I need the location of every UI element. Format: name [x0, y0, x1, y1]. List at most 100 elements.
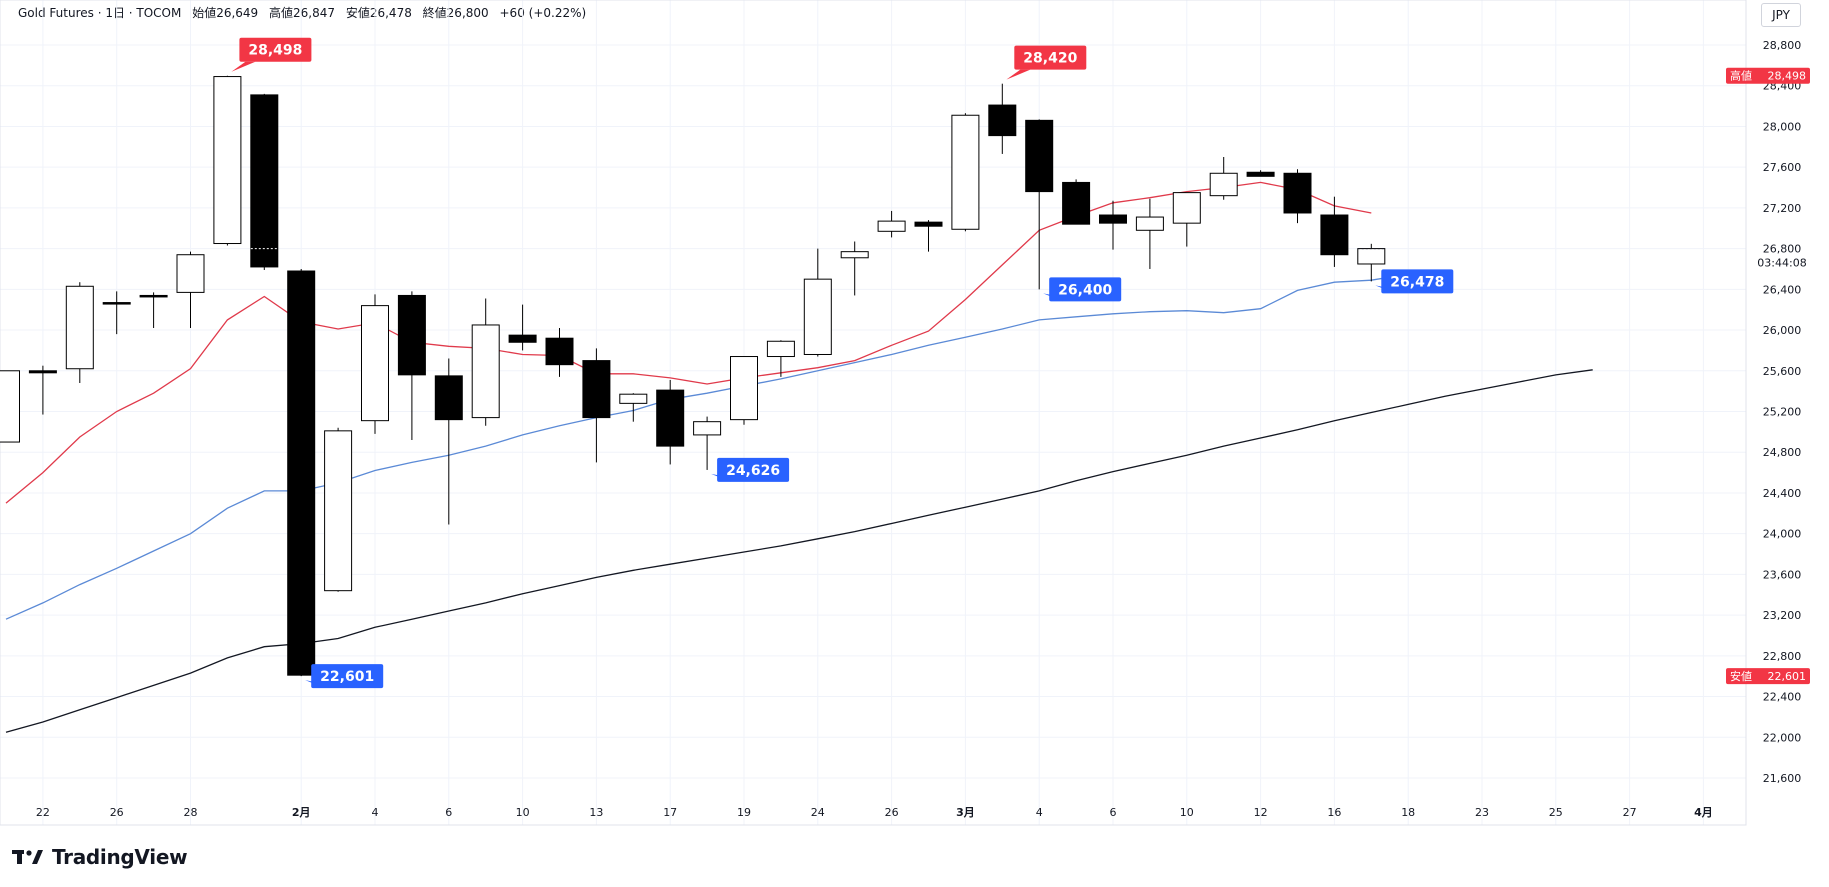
- axis-tag-name: 高値: [1730, 69, 1752, 83]
- candle: [877, 210, 906, 238]
- time-tick-label: 16: [1327, 806, 1341, 819]
- axis-price-tag: 高値 28,498: [1726, 67, 1810, 84]
- candle-body: [951, 114, 980, 230]
- price-callout-low: 26,478: [1375, 269, 1454, 294]
- candle: [914, 220, 943, 252]
- candle-body: [65, 285, 94, 370]
- candle: [1320, 196, 1349, 267]
- ma-long-line: [5, 369, 1593, 733]
- candle-body: [1209, 172, 1238, 197]
- candle-body: [1172, 192, 1201, 224]
- candle-body: [471, 324, 500, 419]
- price-tick-label: 25,600: [1763, 365, 1802, 378]
- time-tick-label: 27: [1623, 806, 1637, 819]
- ohlc-change: +60 (+0.22%): [499, 6, 587, 20]
- candle-body: [1025, 119, 1054, 193]
- callout-box: [1049, 277, 1122, 302]
- candle-body: [250, 94, 279, 268]
- candle-body: [914, 221, 943, 227]
- candle-body: [988, 104, 1017, 137]
- price-tick-label: 24,400: [1763, 487, 1802, 500]
- candle: [693, 416, 722, 470]
- bar-countdown: 03:44:08: [1757, 257, 1806, 270]
- candle: [508, 304, 537, 351]
- time-axis[interactable]: 22 26 28 2月 4 6 10 13 17 19 24 26 3月 4 6 10 12 16 18 23 25 27…: [36, 806, 1713, 819]
- candle: [213, 75, 242, 246]
- time-tick-label: 3月: [956, 806, 975, 819]
- time-tick-label: 23: [1475, 806, 1489, 819]
- candle: [1172, 192, 1201, 247]
- time-tick-label: 19: [737, 806, 751, 819]
- tradingview-logo-icon: [12, 850, 43, 864]
- moving-averages: [5, 181, 1593, 733]
- candle: [102, 291, 131, 335]
- symbol-header: Gold Futures · 1日 · TOCOM 始値26,649 高値26,…: [18, 4, 593, 21]
- candle: [287, 268, 316, 677]
- candle: [582, 348, 611, 463]
- price-tick-label: 26,000: [1763, 324, 1802, 337]
- price-tick-label: 26,800: [1763, 243, 1802, 256]
- candle: [397, 291, 426, 441]
- price-callouts: 28,498 28,420 22,601 24,626 26,400 26,478: [231, 37, 1454, 689]
- candle: [28, 365, 57, 415]
- ohlc-high: 高値26,847: [269, 6, 336, 20]
- ohlc-open: 始値26,649: [192, 6, 259, 20]
- candle: [1209, 156, 1238, 200]
- candle: [656, 379, 685, 465]
- candle-body: [176, 254, 205, 293]
- callout-box: [1381, 269, 1454, 294]
- candle: [1062, 179, 1091, 225]
- callout-box: [717, 457, 790, 482]
- candles: [0, 75, 1386, 677]
- candle-body: [1062, 181, 1091, 225]
- candle: [803, 248, 832, 357]
- symbol-title[interactable]: Gold Futures · 1日 · TOCOM: [18, 6, 182, 20]
- price-tick-label: 24,000: [1763, 528, 1802, 541]
- ma-short-line: [5, 181, 1372, 504]
- price-callout-high: 28,498: [231, 37, 312, 72]
- callout-label: 24,626: [726, 463, 780, 479]
- time-tick-label: 12: [1254, 806, 1268, 819]
- ma-mid-line: [5, 273, 1409, 620]
- candle-body: [324, 430, 353, 592]
- axis-tag-name: 安値: [1730, 669, 1752, 683]
- axis-price-tag: 安値 22,601: [1726, 668, 1810, 685]
- price-callout-low: 22,601: [305, 664, 384, 689]
- candle: [766, 340, 795, 377]
- callout-label: 22,601: [320, 669, 374, 685]
- candle: [1357, 243, 1386, 282]
- currency-button[interactable]: JPY: [1761, 3, 1801, 27]
- callout-pointer: [1006, 69, 1031, 80]
- time-tick-label: 13: [589, 806, 603, 819]
- candle: [1283, 169, 1312, 224]
- candle-body: [730, 356, 758, 421]
- candle: [1246, 170, 1275, 177]
- time-tick-label: 26: [885, 806, 899, 819]
- candle: [434, 358, 463, 525]
- candle-body: [139, 294, 168, 298]
- candle: [1099, 200, 1127, 250]
- price-axis[interactable]: 28,80028,40028,00027,60027,20026,80026,4…: [1726, 39, 1810, 785]
- time-tick-label: 25: [1549, 806, 1563, 819]
- price-tick-label: 22,800: [1763, 650, 1802, 663]
- axis-tag-value: 28,498: [1768, 70, 1807, 83]
- tradingview-logo[interactable]: TradingView: [12, 845, 188, 869]
- candle-body: [361, 305, 389, 422]
- candle-body: [1320, 214, 1349, 256]
- candle-body: [840, 251, 869, 259]
- candle: [1025, 119, 1054, 290]
- price-tick-label: 21,600: [1763, 772, 1802, 785]
- candle-body: [213, 76, 242, 245]
- price-tick-label: 22,000: [1763, 731, 1802, 744]
- time-tick-label: 4月: [1694, 806, 1713, 819]
- candle-body: [397, 294, 426, 376]
- candle-body: [619, 393, 648, 404]
- price-tick-label: 24,800: [1763, 446, 1802, 459]
- price-tick-label: 28,000: [1763, 120, 1802, 133]
- price-tick-label: 27,200: [1763, 202, 1802, 215]
- grid-lines: [0, 0, 1746, 825]
- price-tick-label: 25,200: [1763, 406, 1802, 419]
- callout-box: [311, 664, 384, 689]
- time-tick-label: 17: [663, 806, 677, 819]
